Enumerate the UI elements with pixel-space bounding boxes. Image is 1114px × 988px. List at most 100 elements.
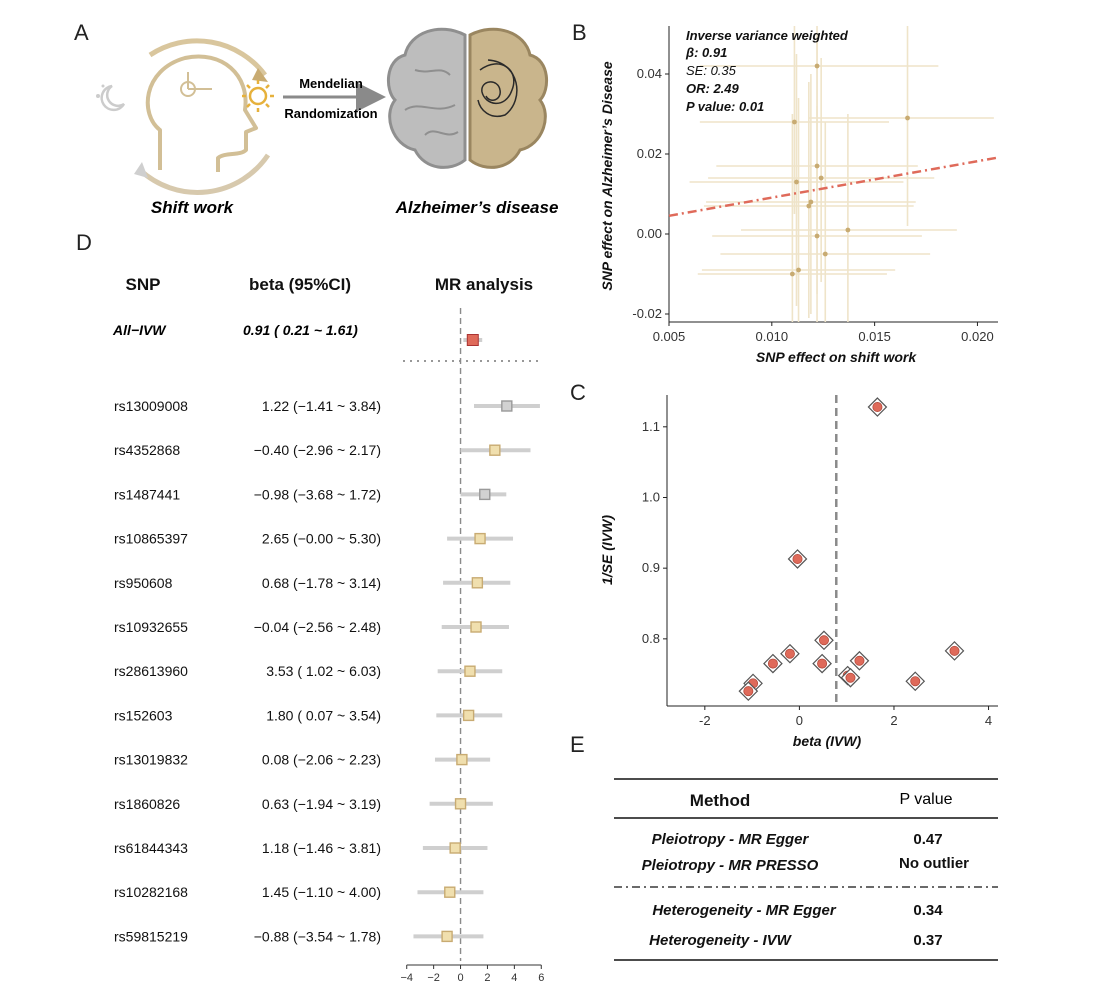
d-row-estimate: [444, 886, 456, 898]
c-data-point: [817, 658, 828, 669]
b-x-tick-label: 0.005: [653, 329, 686, 344]
b-data-point: [814, 233, 820, 239]
b-data-point: [794, 179, 799, 185]
alzheimers-label: Alzheimer’s disease: [395, 198, 559, 217]
b-data-point: [789, 271, 795, 277]
d-row-ci: −0.40 (−2.96 ~ 2.17): [254, 442, 381, 458]
table-cell-p: 0.34: [913, 902, 943, 919]
d-row-estimate: [454, 798, 467, 810]
d-row-estimate: [464, 665, 476, 677]
c-y-tick-label: 0.9: [642, 560, 660, 575]
d-summary-snp: All−IVW: [112, 322, 167, 338]
forest-plot: All−IVW 0.91 ( 0.21 ~ 1.61) rs13009008 1.22…: [112, 308, 544, 984]
d-x-tick-label: 4: [511, 972, 517, 984]
table-cell-method: Pleiotropy - MR PRESSO: [642, 857, 819, 874]
d-row-snp: rs10865397: [114, 531, 188, 547]
b-data-point: [814, 63, 820, 69]
cycle-arrow-bottom: [138, 153, 271, 195]
b-data-point: [796, 267, 801, 273]
d-row-estimate: [501, 400, 513, 412]
b-y-tick-label: 0.00: [637, 226, 662, 241]
d-row-ci: 1.18 (−1.46 ~ 3.81): [262, 840, 381, 856]
c-data-point: [792, 553, 803, 564]
panel-a: A Mendelian Randomizati: [74, 20, 558, 217]
b-data-point: [814, 163, 820, 169]
c-y-axis-label: 1/SE (IVW): [599, 515, 615, 585]
d-row-estimate: [470, 621, 482, 633]
moon-icon: [96, 84, 126, 112]
c-x-tick-label: 0: [796, 713, 803, 728]
d-row-estimate: [489, 444, 501, 456]
d-row-estimate: [462, 709, 475, 722]
table-cell-p: 0.37: [913, 932, 942, 949]
d-x-tick-label: −4: [400, 972, 413, 984]
d-x-tick-label: −2: [427, 972, 440, 984]
d-row-estimate: [474, 532, 486, 545]
b-x-tick-label: 0.020: [961, 329, 994, 344]
d-x-tick-label: 6: [538, 972, 544, 984]
c-x-tick-label: 4: [985, 713, 992, 728]
d-row-snp: rs950608: [114, 575, 173, 591]
d-row-snp: rs1860826: [114, 796, 180, 812]
c-data-point: [767, 658, 778, 669]
d-row-snp: rs4352868: [114, 442, 180, 458]
b-data-point: [845, 227, 851, 233]
shift-work-label: Shift work: [151, 198, 235, 217]
d-row-estimate: [471, 577, 484, 589]
b-y-tick-label: -0.02: [632, 306, 662, 321]
b-y-tick-label: 0.02: [637, 146, 662, 161]
annotation-method: Inverse variance weighted: [686, 28, 849, 43]
col-header-beta: beta (95%CI): [249, 275, 351, 294]
d-row-snp: rs28613960: [114, 663, 188, 679]
b-x-tick-label: 0.015: [858, 329, 891, 344]
b-data-point: [822, 251, 828, 257]
table-cell-method: Heterogeneity - MR Egger: [652, 902, 837, 919]
c-data-point: [854, 655, 865, 666]
b-data-point: [818, 175, 824, 181]
d-row-ci: −0.88 (−3.54 ~ 1.78): [254, 928, 381, 944]
table-header-method: Method: [690, 791, 750, 810]
d-row-estimate: [456, 753, 468, 766]
d-row-snp: rs10932655: [114, 619, 188, 635]
d-row-snp: rs61844343: [114, 840, 188, 856]
d-row-ci: −0.98 (−3.68 ~ 1.72): [254, 486, 381, 502]
annotation-or: OR: 2.49: [686, 81, 740, 96]
d-row-ci: −0.04 (−2.56 ~ 2.48): [254, 619, 381, 635]
funnel-plot: -2 0 2 4 0.8 0.9 1.0 1.1: [642, 395, 998, 728]
mr-label-line2: Randomization: [284, 106, 377, 121]
table-cell-method: Heterogeneity - IVW: [649, 932, 793, 949]
cycle-arrowhead-bottom: [134, 162, 148, 178]
table-header-pvalue: P value: [899, 791, 952, 808]
c-data-point: [910, 676, 921, 687]
table-cell-p: 0.47: [913, 831, 942, 848]
d-row-estimate: [449, 842, 461, 854]
d-x-tick-label: 0: [457, 972, 463, 984]
d-row-snp: rs13009008: [114, 398, 188, 414]
c-data-point: [818, 635, 829, 646]
b-y-tick-label: 0.04: [637, 66, 662, 81]
panel-c: C -2 0 2 4 0.8 0.9 1.0 1.1 beta (IVW) 1/SE (IVW…: [570, 380, 998, 749]
brain-icon: [386, 27, 549, 169]
b-x-tick-label: 0.010: [756, 329, 789, 344]
c-data-point: [949, 645, 960, 656]
panel-b: B 0.005 0.010 0.015 0.020-0.020.000.020.04 …: [572, 20, 999, 365]
c-x-tick-label: 2: [890, 713, 897, 728]
d-x-tick-label: 2: [484, 972, 490, 984]
annotation-beta: β: 0.91: [685, 45, 727, 60]
b-data-point: [905, 115, 910, 121]
annotation-se: SE: 0.35: [686, 63, 737, 78]
c-x-tick-label: -2: [699, 713, 711, 728]
panel-d: D SNP beta (95%CI) MR analysis All−IVW 0.…: [76, 230, 544, 984]
d-row-ci: 1.22 (−1.41 ~ 3.84): [262, 398, 381, 414]
b-data-point: [806, 203, 812, 209]
panel-letter-d: D: [76, 230, 92, 255]
b-x-axis-label: SNP effect on shift work: [756, 349, 917, 365]
d-row-ci: 2.65 (−0.00 ~ 5.30): [262, 531, 381, 547]
panel-letter-a: A: [74, 20, 89, 45]
d-row-snp: rs13019832: [114, 752, 188, 768]
d-row-snp: rs152603: [114, 707, 173, 723]
cycle-arrow-top: [148, 38, 268, 77]
c-x-axis-label: beta (IVW): [793, 733, 862, 749]
d-row-ci: 0.68 (−1.78 ~ 3.14): [262, 575, 381, 591]
